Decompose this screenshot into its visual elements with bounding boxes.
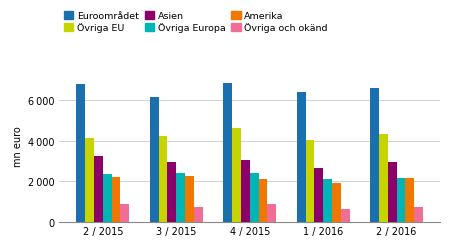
Bar xyxy=(258,179,267,222)
Bar xyxy=(185,176,194,222)
Bar xyxy=(341,210,350,222)
Bar xyxy=(103,174,112,222)
Bar xyxy=(397,178,405,222)
Bar xyxy=(370,89,379,222)
Bar xyxy=(94,156,103,222)
Bar xyxy=(379,134,388,222)
Bar xyxy=(168,162,176,222)
Bar xyxy=(414,207,423,222)
Bar xyxy=(323,179,332,222)
Bar xyxy=(150,98,158,222)
Bar xyxy=(76,85,85,222)
Bar xyxy=(112,177,120,222)
Bar xyxy=(241,160,250,222)
Bar xyxy=(314,168,323,222)
Bar xyxy=(267,204,276,222)
Bar xyxy=(405,178,414,222)
Bar xyxy=(176,173,185,222)
Bar xyxy=(332,183,341,222)
Bar xyxy=(223,84,232,222)
Bar xyxy=(120,205,129,222)
Y-axis label: mn euro: mn euro xyxy=(13,126,23,167)
Bar xyxy=(306,140,314,222)
Bar xyxy=(194,208,202,222)
Legend: Euroområdet, Övriga EU, Asien, Övriga Europa, Amerika, Övriga och okänd: Euroområdet, Övriga EU, Asien, Övriga Eu… xyxy=(64,12,328,33)
Bar xyxy=(250,173,258,222)
Bar xyxy=(158,136,168,222)
Bar xyxy=(232,128,241,222)
Bar xyxy=(297,93,306,222)
Bar xyxy=(388,162,397,222)
Bar xyxy=(85,138,94,222)
